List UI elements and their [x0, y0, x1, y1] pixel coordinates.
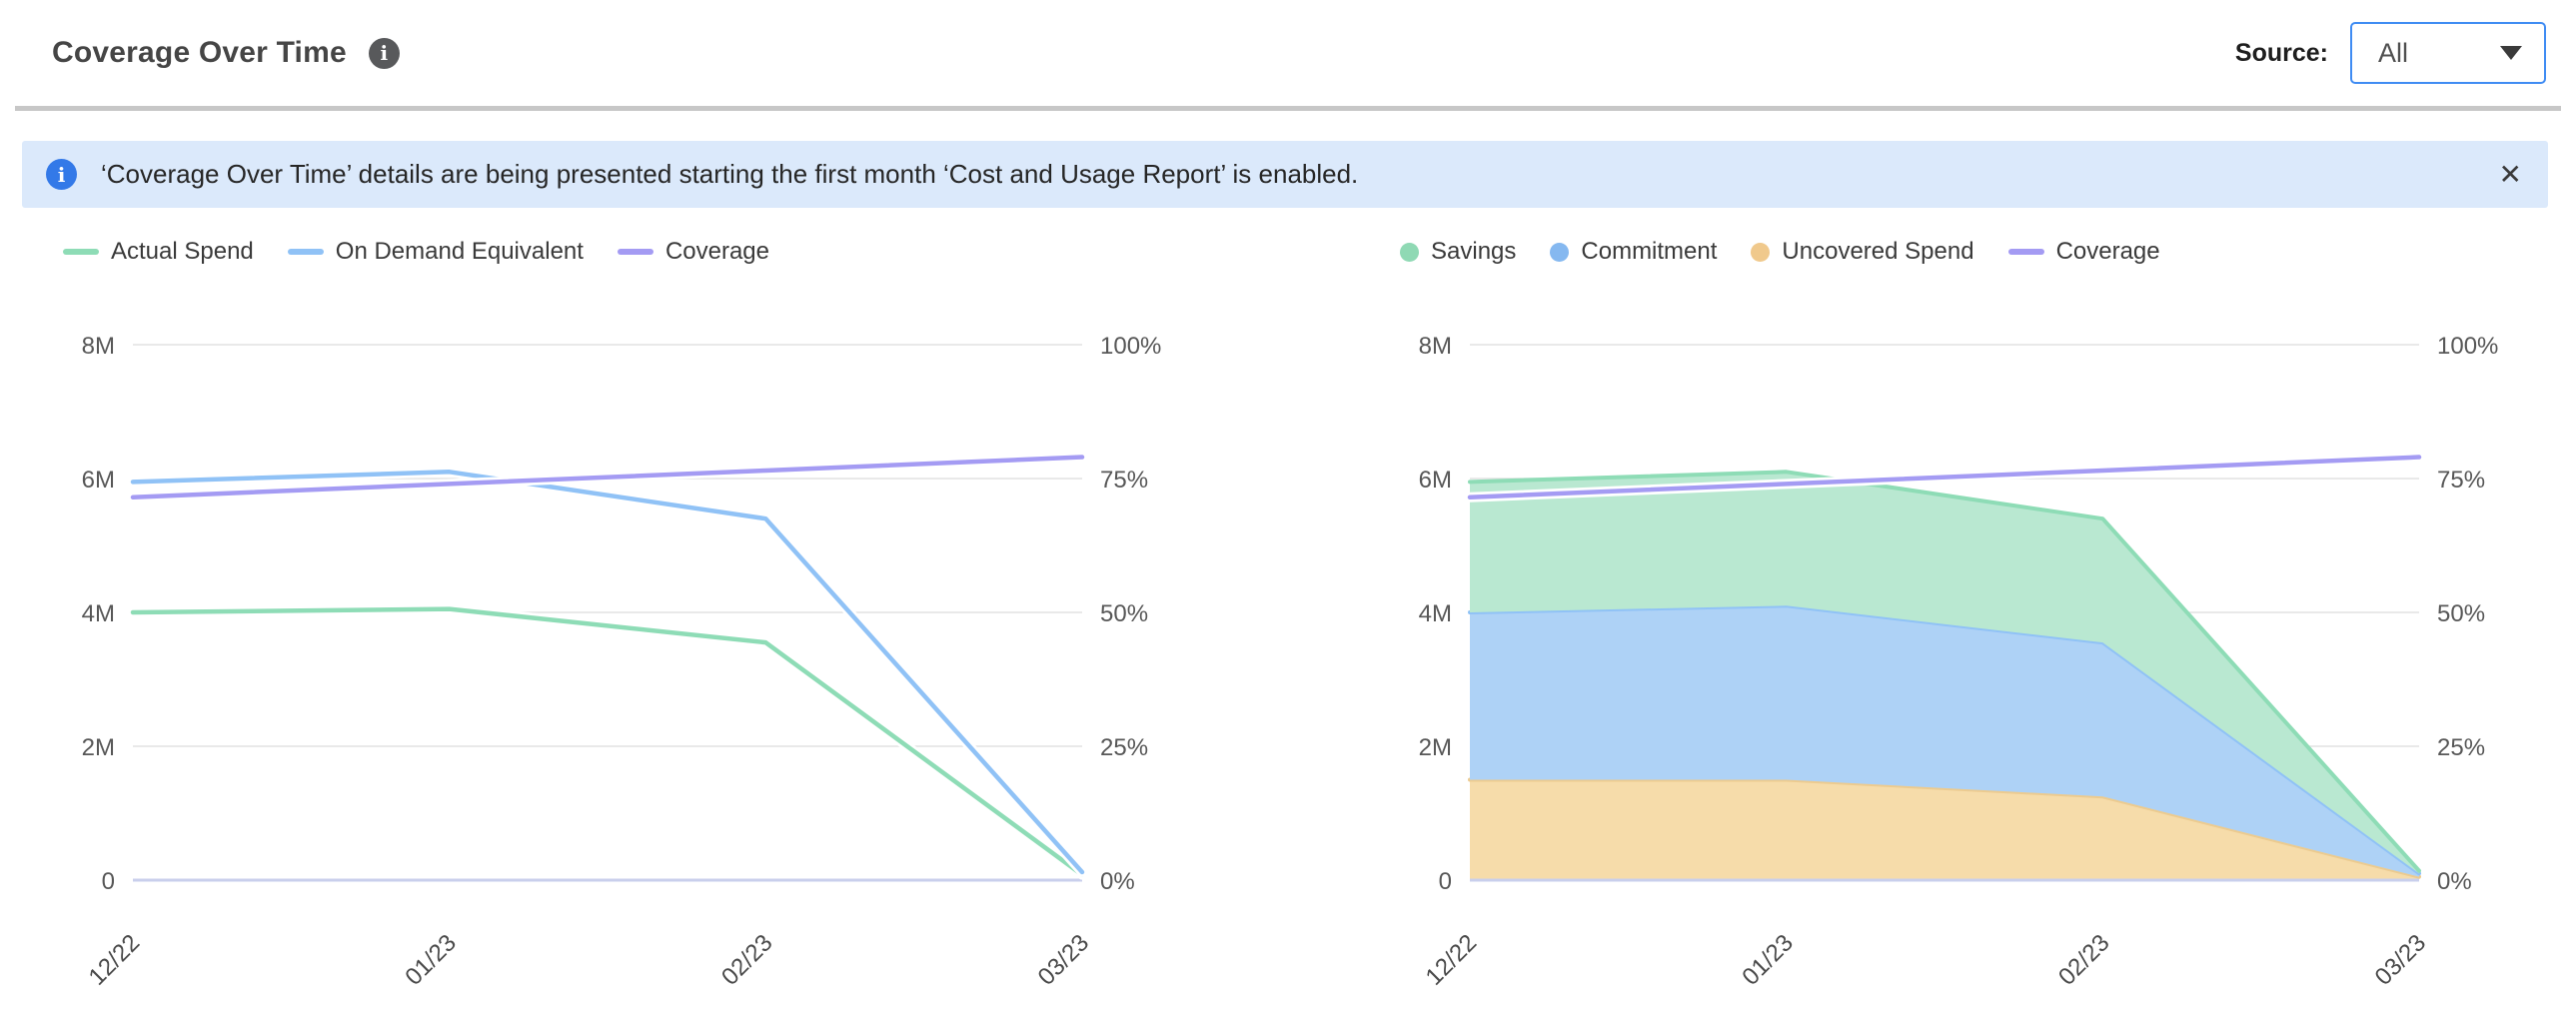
legend-label: Uncovered Spend	[1782, 238, 1974, 265]
right-axis-tick: 75%	[2437, 467, 2485, 494]
x-axis-tick: 12/22	[84, 929, 146, 991]
info-banner: i ‘Coverage Over Time’ details are being…	[22, 141, 2548, 208]
legend-label: Coverage	[664, 238, 769, 265]
line-chart-legend: Actual Spend On Demand Equivalent Coverage	[55, 236, 1194, 268]
legend-label: On Demand Equivalent	[335, 238, 584, 265]
legend-item-on-demand-equivalent[interactable]: On Demand Equivalent	[287, 238, 584, 266]
legend-label: Savings	[1431, 238, 1517, 265]
left-axis-tick: 8M	[1419, 333, 1452, 360]
line-actual-spend	[130, 606, 1085, 877]
header-divider	[15, 106, 2561, 111]
legend-dot-swatch	[1400, 242, 1419, 262]
page-title: Coverage Over Time	[52, 36, 347, 69]
x-axis-tick: 03/23	[2370, 929, 2432, 991]
left-axis-tick: 0	[102, 868, 115, 895]
left-axis-tick: 6M	[1419, 467, 1452, 494]
x-axis-tick: 01/23	[400, 929, 462, 991]
area-savings	[1470, 472, 2419, 874]
left-axis-tick: 0	[1439, 868, 1452, 895]
left-axis-tick: 8M	[82, 333, 115, 360]
x-axis-tick: 03/23	[1033, 929, 1095, 991]
legend-label: Actual Spend	[111, 238, 254, 265]
source-selected-value: All	[2378, 37, 2409, 68]
x-axis-tick: 01/23	[1737, 929, 1799, 991]
area-uncovered-spend	[1470, 779, 2419, 880]
x-axis-tick: 02/23	[716, 929, 778, 991]
spend-line-chart: Actual Spend On Demand Equivalent Coverage…	[55, 236, 1194, 1009]
legend-item-savings[interactable]: Savings	[1400, 238, 1516, 266]
legend-item-uncovered-spend[interactable]: Uncovered Spend	[1751, 238, 1974, 266]
legend-item-actual-spend[interactable]: Actual Spend	[63, 238, 254, 266]
legend-line-swatch	[287, 249, 324, 255]
left-axis-tick: 2M	[1419, 734, 1452, 761]
area-chart-canvas: 8M 100% 6M 75% 4M 50% 2M 25% 0 0% 12/22 01/23 02/23 0…	[1419, 333, 2499, 991]
left-axis-tick: 4M	[82, 600, 115, 627]
line-coverage	[1467, 455, 2422, 501]
chevron-down-icon	[2500, 46, 2522, 60]
left-axis-tick: 6M	[82, 467, 115, 494]
legend-item-commitment[interactable]: Commitment	[1550, 238, 1717, 266]
right-axis-tick: 100%	[1100, 333, 1161, 360]
source-select[interactable]: All	[2350, 22, 2546, 84]
legend-line-swatch	[63, 249, 99, 255]
right-axis-tick: 100%	[2437, 333, 2498, 360]
left-axis-tick: 4M	[1419, 600, 1452, 627]
legend-item-coverage[interactable]: Coverage	[2007, 238, 2160, 266]
right-axis-tick: 25%	[2437, 734, 2485, 761]
area-commitment	[1470, 605, 2419, 877]
info-icon[interactable]: i	[368, 37, 400, 69]
right-axis-tick: 50%	[1100, 600, 1148, 627]
banner-info-icon: i	[46, 159, 77, 190]
legend-label: Commitment	[1581, 238, 1718, 265]
spend-area-chart: Savings Commitment Uncovered Spend Coverage…	[1392, 236, 2531, 1009]
legend-label: Coverage	[2055, 238, 2160, 265]
left-axis-tick: 2M	[82, 734, 115, 761]
line-coverage	[130, 455, 1085, 501]
area-edge-savings	[1468, 470, 2421, 873]
line-halo-actual-spend	[128, 603, 1087, 880]
source-label: Source:	[2234, 38, 2328, 67]
right-axis-tick: 75%	[1100, 467, 1148, 494]
legend-dot-swatch	[1751, 242, 1771, 262]
right-axis-tick: 0%	[2437, 868, 2472, 895]
close-icon[interactable]: ✕	[2498, 158, 2522, 190]
line-chart-canvas: 8M 100% 6M 75% 4M 50% 2M 25% 0 0% 12/22 01/23 02/23 0…	[82, 333, 1162, 991]
right-axis-tick: 50%	[2437, 600, 2485, 627]
legend-line-swatch	[617, 249, 653, 255]
x-axis-tick: 12/22	[1421, 929, 1483, 991]
widget-header: Coverage Over Time i Source: All	[0, 0, 2576, 106]
line-on-demand-equivalent	[130, 470, 1085, 875]
right-axis-tick: 0%	[1100, 868, 1135, 895]
legend-dot-swatch	[1550, 242, 1570, 262]
line-halo-on-demand-equivalent	[128, 467, 1087, 877]
legend-line-swatch	[2007, 249, 2044, 255]
area-chart-legend: Savings Commitment Uncovered Spend Coverage	[1392, 236, 2531, 268]
x-axis-tick: 02/23	[2053, 929, 2115, 991]
legend-item-coverage[interactable]: Coverage	[617, 238, 769, 266]
right-axis-tick: 25%	[1100, 734, 1148, 761]
banner-text: ‘Coverage Over Time’ details are being p…	[101, 159, 1359, 189]
